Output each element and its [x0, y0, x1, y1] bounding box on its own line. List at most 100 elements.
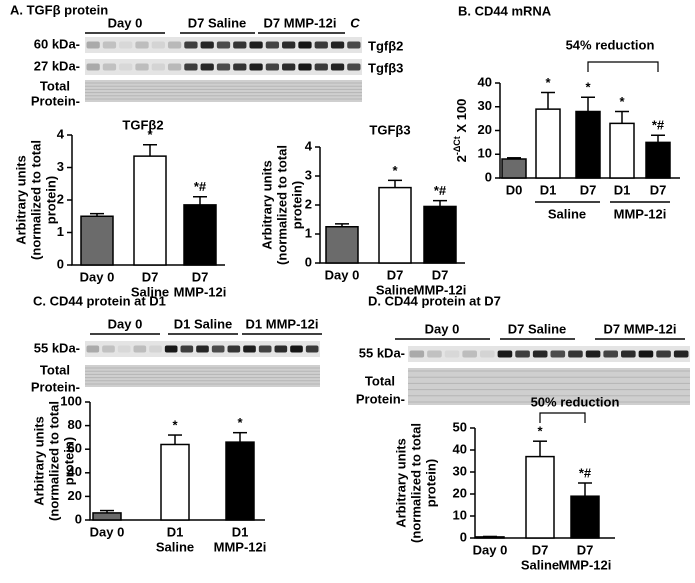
- significance-mark: *: [537, 424, 543, 439]
- x-tick-label: Saline: [131, 284, 169, 299]
- x-tick-label: Day 0: [473, 542, 508, 557]
- blot-band: [330, 41, 345, 49]
- total-protein-label: Protein-: [31, 379, 80, 394]
- bar: [423, 205, 457, 264]
- y-label-part: X 100: [454, 99, 469, 137]
- blot-band: [164, 345, 178, 353]
- x-tick-label: Day 0: [80, 269, 115, 284]
- x-tick-label: MMP-12i: [214, 539, 267, 554]
- y-tick-label: 0: [57, 256, 64, 271]
- x-tick-label: D7: [142, 269, 159, 284]
- blot-band: [603, 350, 618, 358]
- band-size-label: 55 kDa-: [359, 345, 405, 360]
- bar: [570, 495, 600, 539]
- x-tick-label: D7: [580, 182, 597, 197]
- x-tick-label: D0: [506, 182, 523, 197]
- group-label: MMP-12i: [614, 206, 667, 221]
- blot-band: [86, 41, 100, 49]
- blot-band: [119, 41, 133, 49]
- x-tick-label: MMP-12i: [414, 282, 467, 297]
- x-tick-label: D7: [387, 267, 404, 282]
- bar: [609, 122, 635, 179]
- total-protein-label: Total: [365, 373, 395, 388]
- blot-band: [135, 63, 149, 71]
- total-protein-label: Total: [40, 362, 70, 377]
- blot-band: [515, 350, 530, 358]
- blot-band: [621, 350, 636, 358]
- y-tick-label: 40: [68, 464, 82, 479]
- x-tick-label: Day 0: [325, 267, 360, 282]
- blot-band: [444, 350, 460, 358]
- blot-band: [568, 350, 583, 358]
- blot-band: [216, 41, 231, 49]
- blot-band: [102, 41, 117, 49]
- y-tick-label: 40: [453, 441, 467, 456]
- blot-band: [298, 41, 312, 49]
- blot-band: [249, 41, 263, 49]
- y-tick-label: 0: [460, 529, 467, 544]
- blot-band: [119, 63, 133, 71]
- significance-mark: *: [619, 94, 625, 109]
- total-protein-label: Protein-: [31, 93, 80, 108]
- bar: [92, 512, 122, 521]
- band-size-label: 27 kDa-: [34, 58, 80, 73]
- band-name-label: Tgfβ3: [368, 60, 403, 75]
- blot-strip: [408, 346, 690, 362]
- blot-band: [243, 345, 256, 353]
- y-axis-label: (normalized to total: [274, 145, 289, 265]
- x-tick-label: Saline: [521, 557, 559, 572]
- bar: [525, 455, 555, 539]
- blot-group-label: D7 MMP-12i: [604, 321, 677, 336]
- blot-band: [290, 345, 303, 353]
- significance-mark: *#: [579, 465, 592, 480]
- blot-band: [258, 345, 272, 353]
- bar: [80, 215, 114, 266]
- bar: [475, 536, 505, 539]
- blot-band: [233, 63, 247, 71]
- y-tick-label: 30: [453, 463, 467, 478]
- y-label-part: 2: [454, 155, 469, 162]
- bar: [133, 155, 167, 266]
- y-tick-label: 3: [57, 159, 64, 174]
- blot-band: [102, 345, 115, 353]
- y-tick-label: 1: [57, 224, 64, 239]
- panel-title: B. CD44 mRNA: [458, 3, 552, 18]
- y-tick-label: 0: [75, 511, 82, 526]
- blot-band: [638, 350, 654, 358]
- x-tick-label: D7: [432, 267, 449, 282]
- blot-band: [265, 63, 280, 71]
- y-axis-label: Arbitrary units: [393, 438, 408, 528]
- total-protein-blot: [85, 80, 362, 102]
- x-tick-label: MMP-12i: [559, 557, 612, 572]
- x-tick-label: Day 0: [90, 524, 125, 539]
- blot-band: [135, 41, 149, 49]
- bar: [645, 141, 671, 179]
- significance-mark: *: [545, 75, 551, 90]
- bar: [501, 158, 527, 179]
- band-name-label: Tgfβ2: [368, 38, 403, 53]
- blot-band: [167, 63, 182, 71]
- y-tick-label: 20: [478, 122, 492, 137]
- x-tick-label: D7: [650, 182, 667, 197]
- comparison-bracket: [539, 412, 586, 423]
- chart-title: TGFβ2: [122, 117, 163, 132]
- x-tick-label: D7: [532, 542, 549, 557]
- blot-band: [409, 350, 425, 358]
- blot-band: [233, 41, 247, 49]
- band-size-label: 60 kDa-: [34, 36, 80, 51]
- y-tick-label: 2: [57, 191, 64, 206]
- panel-title: D. CD44 protein at D7: [368, 293, 501, 308]
- blot-band: [305, 345, 319, 353]
- blot-band: [497, 350, 513, 358]
- blot-band: [298, 63, 312, 71]
- y-label-sup: -ΔCt: [452, 136, 462, 155]
- x-tick-label: D7: [192, 269, 209, 284]
- significance-mark: *: [172, 417, 178, 432]
- blot-group-label: D7 Saline: [508, 321, 567, 336]
- y-axis-label: (normalized to total: [28, 140, 43, 260]
- blot-band: [102, 63, 117, 71]
- y-tick-label: 30: [478, 98, 492, 113]
- blot-group-label: Day 0: [425, 321, 460, 336]
- blot-band: [86, 345, 100, 353]
- blot-band: [480, 350, 495, 358]
